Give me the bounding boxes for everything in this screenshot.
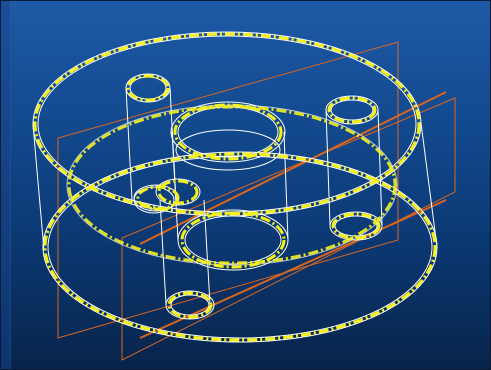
section-line-upper <box>139 91 447 245</box>
hole-4-bottom-inner <box>170 294 210 316</box>
hole-3-top-inner <box>155 178 201 206</box>
center-boss-mid <box>175 129 281 171</box>
section-plane-front[interactable] <box>121 97 456 361</box>
hole-4-bottom[interactable] <box>165 290 215 320</box>
center-boss-side-right <box>283 131 289 241</box>
highlight-hole-4 <box>167 291 213 319</box>
center-boss-top[interactable] <box>170 101 286 163</box>
disc-mid-edge <box>66 104 398 266</box>
highlight-center-bottom <box>180 211 286 269</box>
highlight-disc-mid <box>67 105 397 265</box>
hole-2-bottom <box>329 211 383 241</box>
disc-body[interactable] <box>32 31 438 343</box>
highlight-hole-2-bottom <box>331 212 381 240</box>
highlight-hole-3 <box>136 185 180 211</box>
highlight-disc-bottom[interactable] <box>43 152 437 342</box>
highlight-hole-1 <box>126 74 170 102</box>
highlight-hole-2-top <box>327 96 377 124</box>
highlight-disc-top[interactable] <box>33 32 421 216</box>
disc-silhouette-left <box>32 124 45 251</box>
hole-2-side-left <box>325 109 331 226</box>
hole-3-side-left <box>159 199 167 305</box>
hole-2-top-inner <box>330 99 374 121</box>
hole-2-side-right <box>377 109 383 226</box>
disc-silhouette-right <box>420 122 438 248</box>
hole-3-side-right <box>203 199 211 305</box>
holes[interactable] <box>125 73 383 320</box>
center-boss-side-left <box>171 131 179 241</box>
highlight-center-top <box>173 103 283 161</box>
highlighted-edges[interactable] <box>33 32 437 342</box>
hole-1-side-left <box>125 87 133 201</box>
viewport-left-border <box>0 0 11 370</box>
highlight-hole-3b <box>157 179 199 205</box>
